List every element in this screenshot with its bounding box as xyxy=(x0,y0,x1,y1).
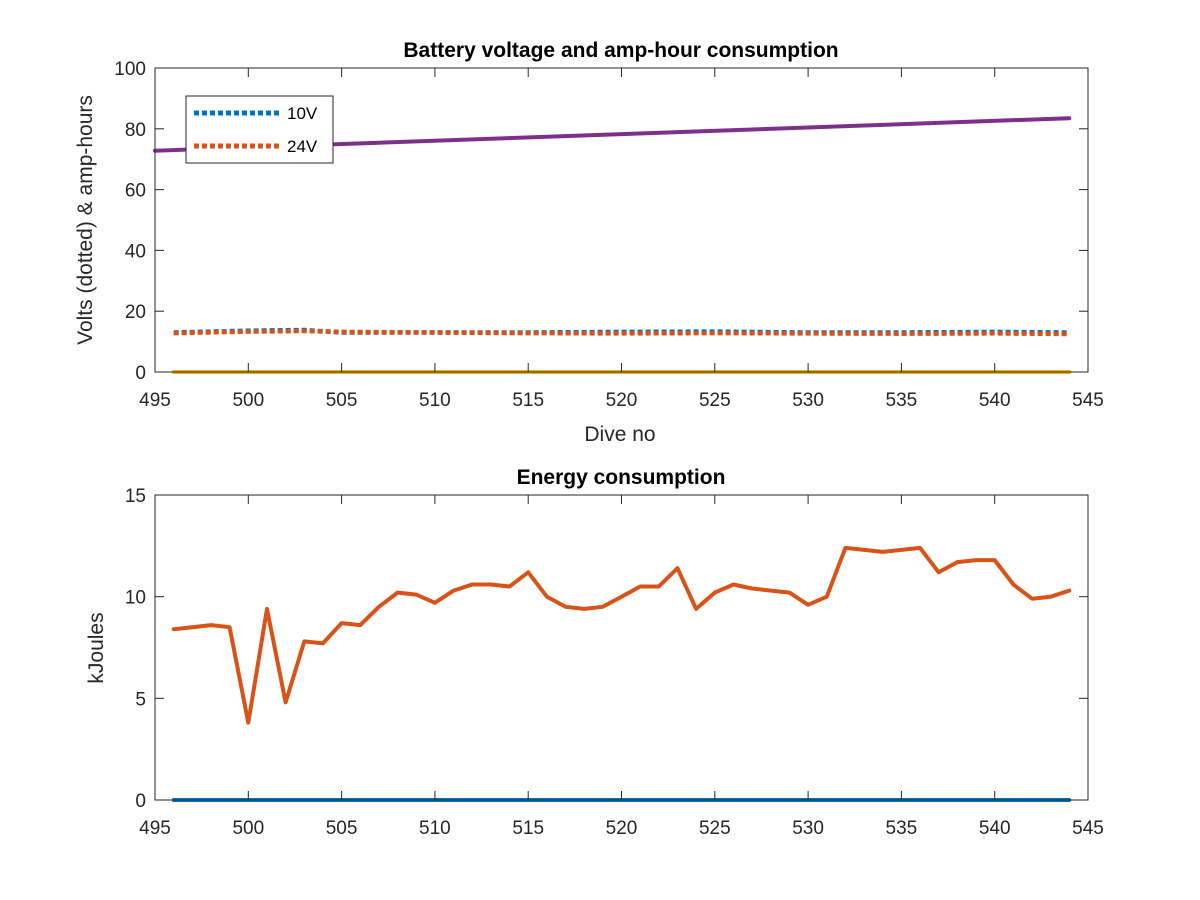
battery-x-tick-label: 515 xyxy=(512,390,544,411)
battery-y-tick-label: 60 xyxy=(125,181,146,202)
battery-x-tick-label: 500 xyxy=(232,390,264,411)
energy-y-tick-label: 10 xyxy=(125,588,146,609)
battery-x-tick-label: 530 xyxy=(792,390,824,411)
energy-consumption-plot: 495 500 505 510 515 520 525 530 535 540 545051015 … xyxy=(85,466,1104,839)
energy-y-tick-label: 5 xyxy=(135,689,146,710)
battery-x-tick-label: 540 xyxy=(979,390,1011,411)
energy-x-tick-label: 515 xyxy=(512,818,544,839)
energy-y-tick-label: 15 xyxy=(125,486,146,507)
battery-x-tick-label: 525 xyxy=(699,390,731,411)
battery-x-tick-label: 495 xyxy=(139,390,171,411)
energy-y-axis-label: kJoules xyxy=(85,612,108,683)
battery-y-tick-label: 100 xyxy=(114,59,146,80)
energy-x-tick-label: 505 xyxy=(326,818,358,839)
battery-voltage-plot: 495 500 505 510 515 520 525 530 535 540 545 0 20 40 60… xyxy=(74,39,1104,446)
battery-series-line-24v xyxy=(173,328,1070,337)
battery-chart-title: Battery voltage and amp-hour consumption xyxy=(403,39,838,62)
battery-x-tick-label: 505 xyxy=(326,390,358,411)
legend-label-10v: 10V xyxy=(287,104,318,123)
legend-label-24v: 24V xyxy=(287,137,318,156)
battery-x-tick-label: 520 xyxy=(606,390,638,411)
battery-y-tick-label: 80 xyxy=(125,120,146,141)
battery-x-tick-label: 535 xyxy=(886,390,918,411)
battery-x-tick-label: 510 xyxy=(419,390,451,411)
energy-plot-area xyxy=(155,495,1088,800)
battery-x-tick-label: 545 xyxy=(1072,390,1104,411)
energy-y-tick-label: 0 xyxy=(135,791,146,812)
battery-x-axis-label: Dive no xyxy=(584,423,655,446)
legend-box xyxy=(185,95,334,164)
energy-x-tick-label: 540 xyxy=(979,818,1011,839)
energy-x-tick-label: 495 xyxy=(139,818,171,839)
energy-x-tick-label: 520 xyxy=(606,818,638,839)
battery-legend: 10V 24V xyxy=(185,95,334,164)
energy-x-tick-label: 510 xyxy=(419,818,451,839)
battery-y-tick-label: 40 xyxy=(125,241,146,262)
energy-x-tick-label: 535 xyxy=(886,818,918,839)
energy-x-tick-label: 500 xyxy=(232,818,264,839)
energy-chart-title: Energy consumption xyxy=(517,466,726,489)
energy-series-line-1 xyxy=(171,545,1072,725)
energy-x-tick-label: 545 xyxy=(1072,818,1104,839)
energy-x-tick-label: 530 xyxy=(792,818,824,839)
battery-y-axis-label: Volts (dotted) & amp-hours xyxy=(74,95,97,345)
battery-ticks: 495 500 505 510 515 520 525 530 535 540 545 0 20 40 60… xyxy=(114,59,1104,411)
battery-y-tick-label: 20 xyxy=(125,302,146,323)
energy-x-tick-label: 525 xyxy=(699,818,731,839)
battery-y-tick-label: 0 xyxy=(135,363,146,384)
